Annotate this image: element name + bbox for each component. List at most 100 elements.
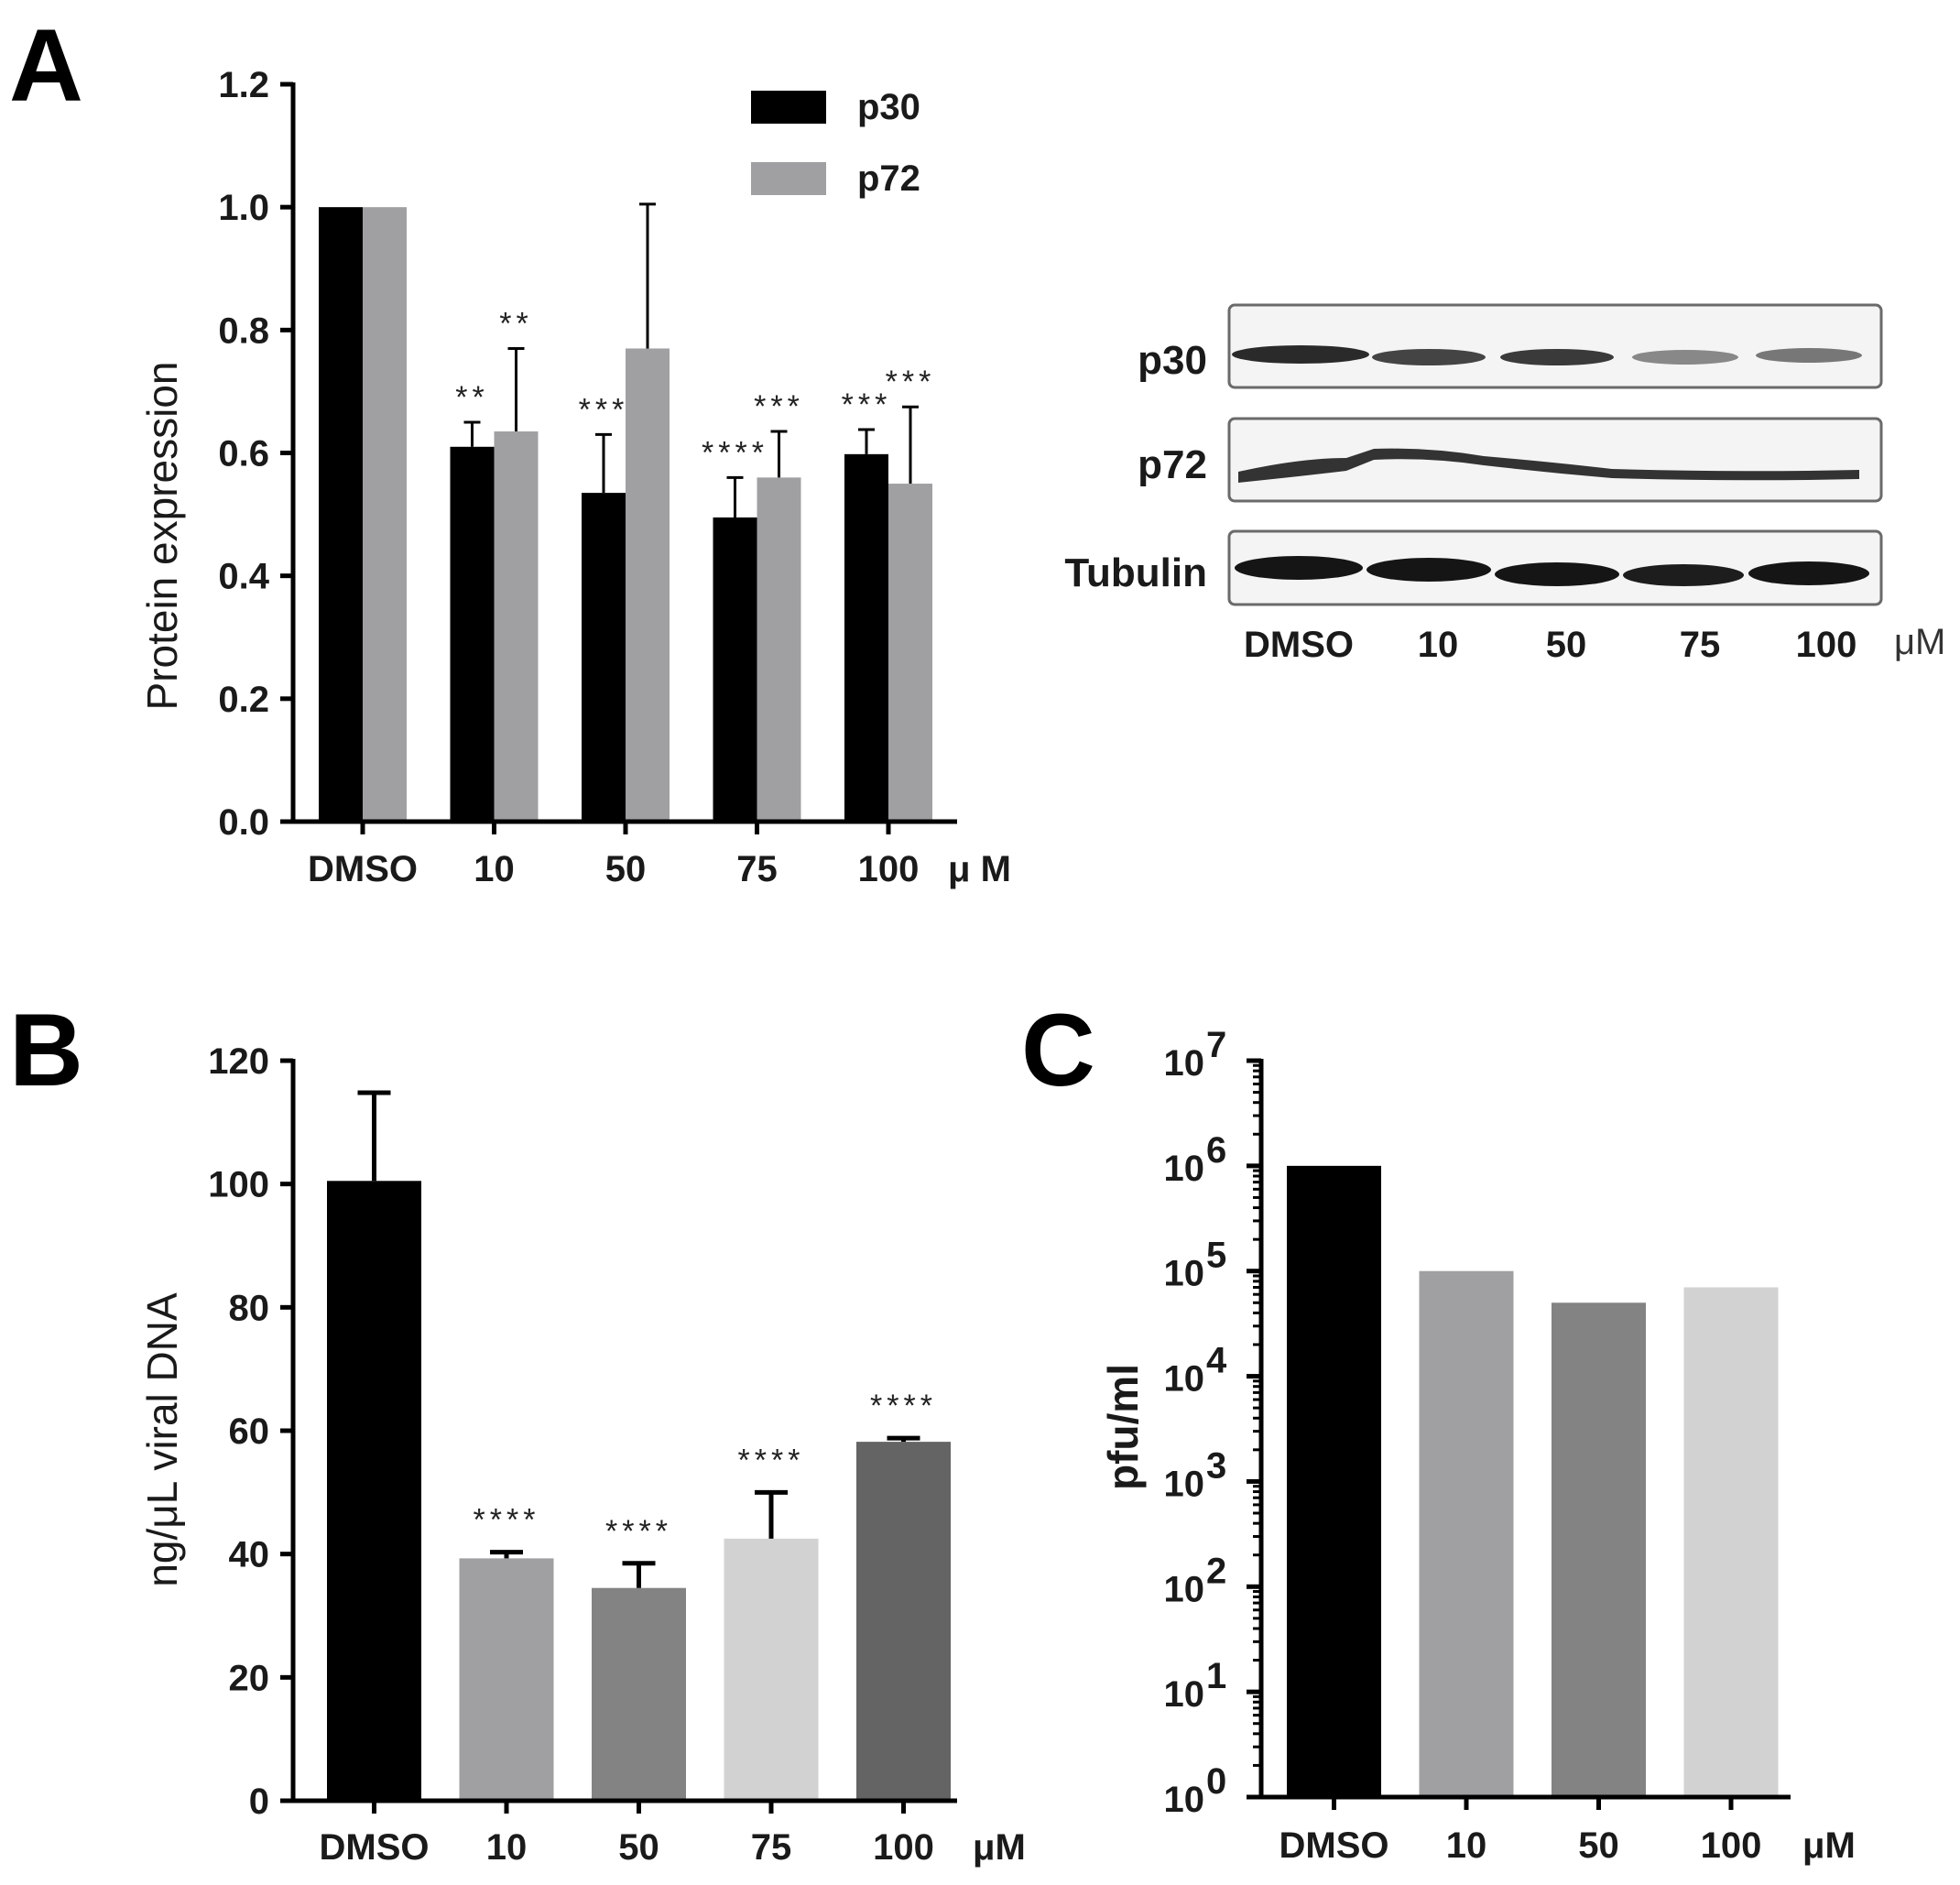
blot-strip-p72 — [1227, 417, 1883, 503]
x-tick-label: 100 — [873, 1827, 934, 1868]
y-tick-exponent: 3 — [1206, 1445, 1226, 1486]
y-tick-exponent: 7 — [1206, 1025, 1226, 1065]
x-tick-label: DMSO — [308, 849, 418, 889]
y-tick-label: 10 — [1164, 1254, 1205, 1294]
blot-row-label: Tubulin — [1064, 550, 1207, 595]
chart-b-axes: DMSO 10 50 75 100 0 20 40 60 80 100 120 — [208, 1041, 957, 1868]
bar — [327, 1181, 421, 1801]
significance-label: *** — [579, 392, 629, 427]
y-tick-exponent: 6 — [1206, 1130, 1226, 1171]
x-tick-label: 10 — [486, 1827, 528, 1868]
significance-label: *** — [886, 365, 936, 399]
y-tick-label: 10 — [1164, 1149, 1205, 1189]
bar — [724, 1538, 819, 1801]
blot-lane-label: 10 — [1418, 625, 1459, 665]
chart-b-significance: **** **** **** **** — [474, 1389, 937, 1549]
bar-p72 — [626, 348, 670, 822]
x-tick-label: 100 — [858, 849, 920, 889]
bar — [856, 1442, 951, 1801]
y-tick-exponent: 1 — [1206, 1656, 1226, 1696]
y-tick-label: 80 — [229, 1288, 270, 1328]
chart-a-legend: p30 p72 — [751, 87, 920, 199]
chart-a-unit: μ M — [948, 849, 1011, 889]
y-tick-label: 0.4 — [218, 557, 269, 597]
blot-band — [1232, 345, 1369, 364]
blot-lane-label: DMSO — [1244, 625, 1354, 665]
significance-label: **** — [605, 1514, 672, 1549]
chart-b-unit: μM — [973, 1827, 1026, 1868]
significance-label: **** — [474, 1503, 540, 1538]
chart-b-bars — [327, 1181, 951, 1801]
bar-p30 — [582, 493, 626, 822]
x-tick-label: 50 — [1578, 1825, 1619, 1866]
y-tick-label: 10 — [1164, 1464, 1205, 1504]
bar-p72 — [757, 477, 801, 822]
chart-a-significance: ************** ****** — [455, 306, 936, 470]
y-tick-label: 0.0 — [218, 802, 269, 843]
legend-swatch-p30 — [751, 91, 826, 124]
blot-row-label: p72 — [1138, 442, 1207, 487]
y-tick-label: 10 — [1164, 1359, 1205, 1400]
blot-band — [1235, 556, 1363, 580]
y-tick-label: 60 — [229, 1411, 270, 1452]
bar — [1683, 1287, 1779, 1797]
y-tick-label: 0.8 — [218, 311, 269, 351]
blot-band — [1756, 348, 1862, 363]
chart-a-axes: DMSO 10 50 75 100 0.0 0.2 0.4 0.6 0.8 1.0 1.2 — [218, 65, 957, 889]
y-tick-label: 10 — [1164, 1674, 1205, 1715]
y-tick-label: 1.0 — [218, 188, 269, 228]
blot-band — [1623, 564, 1744, 586]
western-blot: p30 p72 Tubulin DMSO 10 50 75 100 μM — [1064, 303, 1945, 665]
blot-band — [1500, 349, 1614, 365]
chart-b: **** **** **** **** DMSO 10 50 75 100 0 20 40 60 80 1… — [138, 1041, 1026, 1868]
blot-band — [1372, 349, 1486, 365]
y-tick-exponent: 5 — [1206, 1236, 1226, 1276]
blot-strip-p30 — [1227, 303, 1883, 389]
significance-label: ** — [499, 306, 532, 341]
bar — [1552, 1302, 1646, 1797]
chart-a: ************** ****** DMSO 10 50 75 1000.00.2… — [138, 65, 1011, 889]
x-tick-label: 10 — [1446, 1825, 1487, 1866]
blot-lane-label: 50 — [1546, 625, 1587, 665]
chart-c-ylabel: pfu/ml — [1099, 1364, 1147, 1490]
bar-p72 — [888, 484, 932, 822]
bar — [1287, 1165, 1381, 1797]
blot-band — [1495, 562, 1619, 586]
y-tick-exponent: 0 — [1206, 1761, 1226, 1802]
y-tick-label: 0.2 — [218, 680, 269, 720]
bar — [1419, 1270, 1514, 1797]
x-tick-label: 10 — [474, 849, 515, 889]
bar-p30 — [319, 207, 363, 822]
y-tick-label: 10 — [1164, 1780, 1205, 1820]
x-tick-label: DMSO — [320, 1827, 430, 1868]
y-tick-label: 120 — [208, 1041, 269, 1082]
chart-c-bars — [1287, 1165, 1779, 1797]
bar-p72 — [494, 431, 539, 822]
chart-a-ylabel: Protein expression — [138, 362, 186, 711]
y-tick-label: 0 — [249, 1781, 269, 1822]
bar — [459, 1558, 554, 1801]
y-tick-label: 20 — [229, 1658, 270, 1698]
y-tick-label: 1.2 — [218, 65, 269, 105]
chart-a-error-bars — [463, 202, 919, 518]
y-tick-label: 10 — [1164, 1043, 1205, 1084]
bar-p72 — [363, 207, 407, 822]
y-tick-exponent: 4 — [1206, 1341, 1227, 1381]
blot-band — [1632, 350, 1738, 365]
x-tick-label: 75 — [751, 1827, 792, 1868]
panel-label-c: C — [1021, 993, 1095, 1107]
bar-p30 — [450, 446, 495, 822]
x-tick-label: 50 — [618, 1827, 659, 1868]
panel-label-a: A — [9, 8, 83, 123]
y-tick-exponent: 2 — [1206, 1551, 1226, 1591]
y-tick-label: 0.6 — [218, 434, 269, 474]
blot-band — [1748, 561, 1869, 585]
bar-p30 — [713, 517, 757, 822]
y-tick-label: 100 — [208, 1165, 269, 1205]
blot-lane-label: 75 — [1680, 625, 1721, 665]
legend-swatch-p72 — [751, 162, 826, 195]
significance-label: **** — [870, 1389, 937, 1423]
